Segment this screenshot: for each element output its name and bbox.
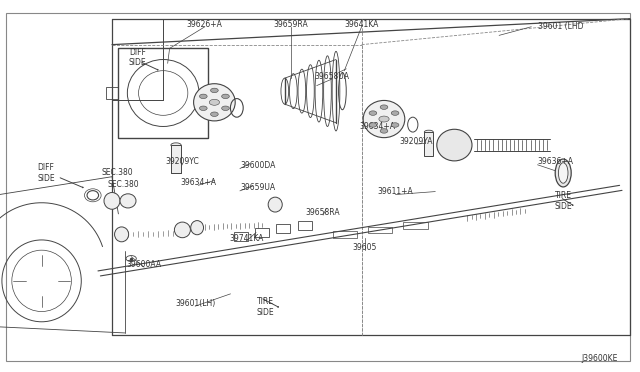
Circle shape	[369, 111, 377, 115]
Text: 39601(LH): 39601(LH)	[175, 299, 215, 308]
Text: 39600DA: 39600DA	[240, 161, 275, 170]
Text: TIRE
SIDE: TIRE SIDE	[257, 297, 275, 317]
Circle shape	[380, 105, 388, 109]
Ellipse shape	[559, 163, 568, 183]
Text: SEC.380: SEC.380	[101, 169, 132, 177]
Circle shape	[211, 112, 218, 116]
Ellipse shape	[424, 130, 433, 134]
Bar	[171, 145, 181, 173]
Circle shape	[221, 106, 229, 110]
Text: 39658UA: 39658UA	[314, 72, 349, 81]
Ellipse shape	[436, 129, 472, 161]
Bar	[298, 221, 312, 230]
Circle shape	[200, 106, 207, 110]
Text: 39209YA: 39209YA	[399, 137, 433, 146]
Text: SEC.380: SEC.380	[108, 180, 139, 189]
Circle shape	[209, 99, 220, 105]
Ellipse shape	[104, 193, 120, 209]
Bar	[424, 132, 433, 156]
Circle shape	[369, 123, 377, 127]
Circle shape	[211, 88, 218, 93]
Text: 39601 (LHD: 39601 (LHD	[538, 22, 583, 31]
Text: 39658RA: 39658RA	[306, 208, 340, 217]
Text: 39605: 39605	[353, 243, 377, 252]
Text: DIFF
SIDE: DIFF SIDE	[37, 163, 55, 183]
Text: 39626+A: 39626+A	[187, 20, 223, 29]
Bar	[333, 231, 357, 238]
Bar	[368, 227, 392, 233]
Bar	[106, 87, 118, 99]
Circle shape	[379, 116, 389, 122]
Circle shape	[391, 111, 399, 115]
Circle shape	[221, 94, 229, 99]
Ellipse shape	[115, 227, 129, 242]
Circle shape	[380, 129, 388, 133]
Text: J39600KE: J39600KE	[581, 355, 618, 363]
Text: 39659RA: 39659RA	[274, 20, 308, 29]
Bar	[118, 48, 208, 138]
Ellipse shape	[193, 84, 236, 121]
Text: DIFF
SIDE: DIFF SIDE	[129, 48, 147, 67]
Text: 39741KA: 39741KA	[229, 234, 264, 243]
Text: 39634+A: 39634+A	[360, 122, 396, 131]
Text: 39634+A: 39634+A	[180, 178, 216, 187]
Text: 39611+A: 39611+A	[378, 187, 413, 196]
Ellipse shape	[556, 159, 572, 187]
Text: 39209YC: 39209YC	[166, 157, 199, 166]
Text: 39636+A: 39636+A	[538, 157, 573, 166]
Circle shape	[200, 94, 207, 99]
Ellipse shape	[364, 100, 405, 138]
Ellipse shape	[120, 194, 136, 208]
Bar	[403, 222, 428, 229]
Bar	[255, 228, 269, 237]
Text: 39641KA: 39641KA	[344, 20, 379, 29]
Bar	[234, 232, 248, 241]
Ellipse shape	[268, 197, 282, 212]
Ellipse shape	[191, 221, 204, 235]
Text: 39600AA: 39600AA	[127, 260, 161, 269]
Bar	[208, 87, 221, 99]
Ellipse shape	[171, 143, 181, 147]
Circle shape	[391, 123, 399, 127]
Ellipse shape	[174, 222, 191, 238]
Bar	[276, 224, 291, 233]
Text: TIRE
SIDE: TIRE SIDE	[554, 191, 572, 211]
Text: 39659UA: 39659UA	[240, 183, 275, 192]
